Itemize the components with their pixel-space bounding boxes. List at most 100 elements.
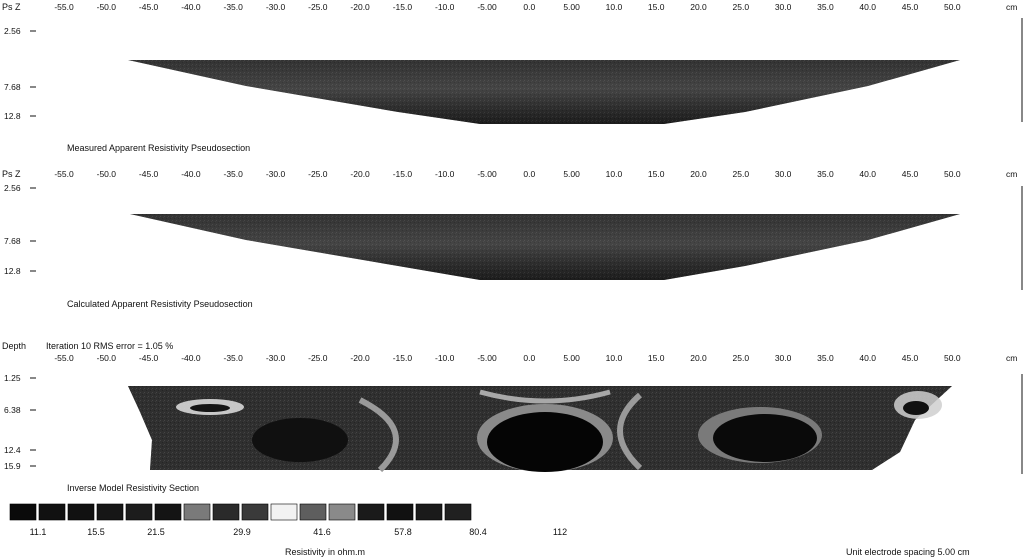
y-tick-label: 7.68 — [4, 82, 21, 92]
x-tick-label: -45.0 — [139, 353, 159, 363]
legend-swatch — [299, 503, 327, 521]
legend-swatch — [9, 503, 37, 521]
legend-swatch — [125, 503, 153, 521]
x-tick-label: -55.0 — [54, 2, 74, 12]
x-tick-label: -10.0 — [435, 2, 455, 12]
x-tick-label: 45.0 — [902, 169, 919, 179]
x-unit-label: cm — [1006, 2, 1017, 12]
measured-ylabel: Ps Z — [2, 2, 21, 12]
x-tick-label: -5.00 — [477, 353, 497, 363]
x-tick-label: 50.0 — [944, 169, 961, 179]
x-tick-label: -25.0 — [308, 2, 328, 12]
inverse-anomalies — [176, 389, 942, 473]
anomaly-left-core — [190, 404, 230, 412]
calculated-texture-overlay — [130, 214, 960, 280]
x-tick-label: -5.00 — [477, 2, 497, 12]
inverse-title: Inverse Model Resistivity Section — [67, 483, 199, 493]
x-tick-label: -30.0 — [266, 169, 286, 179]
legend-swatch — [357, 503, 385, 521]
calculated-panel: Ps Z -55.0 -50.0 -45.0 -40.0 -35.0 -30.0 -25.0… — [2, 169, 1023, 309]
legend-swatch — [38, 503, 66, 521]
x-tick-label: 50.0 — [944, 353, 961, 363]
x-tick-label: 15.0 — [648, 353, 665, 363]
x-tick-label: 40.0 — [859, 353, 876, 363]
calculated-ylabel: Ps Z — [2, 169, 21, 179]
x-tick-label: 45.0 — [902, 353, 919, 363]
inverse-ylabel: Depth — [2, 341, 26, 351]
anomaly-arc-right — [617, 392, 643, 471]
x-tick-label: 10.0 — [606, 169, 623, 179]
legend-swatch — [212, 503, 240, 521]
x-tick-label: 35.0 — [817, 2, 834, 12]
legend-value: 21.5 — [147, 527, 165, 537]
y-tick-label: 12.8 — [4, 111, 21, 121]
x-tick-label: -35.0 — [224, 353, 244, 363]
measured-title: Measured Apparent Resistivity Pseudosect… — [67, 143, 250, 153]
anomaly-right-core — [903, 401, 929, 415]
anomaly-mid-right-core — [713, 414, 817, 462]
x-tick-label: -20.0 — [350, 2, 370, 12]
legend-swatch — [154, 503, 182, 521]
x-tick-label: 10.0 — [606, 2, 623, 12]
x-tick-label: 0.0 — [523, 169, 535, 179]
anomaly-mid-left — [252, 418, 348, 462]
legend-value: 29.9 — [233, 527, 251, 537]
x-tick-label: -30.0 — [266, 2, 286, 12]
legend-value: 112 — [553, 527, 567, 537]
x-tick-label: 25.0 — [733, 169, 750, 179]
measured-y-ticks: 2.56 7.68 12.8 — [4, 26, 36, 121]
x-tick-label: -50.0 — [97, 169, 117, 179]
x-tick-label: -50.0 — [97, 2, 117, 12]
x-tick-label: -30.0 — [266, 353, 286, 363]
x-tick-label: 35.0 — [817, 169, 834, 179]
x-tick-label: 30.0 — [775, 2, 792, 12]
legend-caption: Resistivity in ohm.m — [285, 547, 365, 557]
x-tick-label: -35.0 — [224, 169, 244, 179]
legend-swatch — [415, 503, 443, 521]
legend-swatch — [96, 503, 124, 521]
y-tick-label: 2.56 — [4, 183, 21, 193]
legend-value: 80.4 — [469, 527, 487, 537]
x-tick-label: 0.0 — [523, 353, 535, 363]
x-tick-label: 5.00 — [563, 169, 580, 179]
legend-swatch — [328, 503, 356, 521]
x-tick-label: 20.0 — [690, 169, 707, 179]
legend-swatch — [386, 503, 414, 521]
legend-swatch — [67, 503, 95, 521]
x-tick-label: -45.0 — [139, 2, 159, 12]
legend-swatch — [183, 503, 211, 521]
x-tick-label: -35.0 — [224, 2, 244, 12]
y-tick-label: 12.4 — [4, 445, 21, 455]
x-tick-label: 5.00 — [563, 2, 580, 12]
x-tick-label: -15.0 — [393, 169, 413, 179]
measured-texture-overlay — [128, 60, 960, 124]
anomaly-top-band — [479, 389, 611, 404]
x-tick-label: 20.0 — [690, 2, 707, 12]
y-tick-label: 2.56 — [4, 26, 21, 36]
x-tick-label: -5.00 — [477, 169, 497, 179]
x-tick-label: -10.0 — [435, 169, 455, 179]
x-tick-label: -15.0 — [393, 353, 413, 363]
calculated-y-ticks: 2.56 7.68 12.8 — [4, 183, 36, 276]
x-tick-label: 40.0 — [859, 2, 876, 12]
x-unit-label: cm — [1006, 353, 1017, 363]
x-tick-label: -55.0 — [54, 169, 74, 179]
x-tick-label: -25.0 — [308, 169, 328, 179]
inverse-x-ticks: -55.0 -50.0 -45.0 -40.0 -35.0 -30.0 -25.0 -20.0… — [54, 353, 1017, 363]
y-tick-label: 15.9 — [4, 461, 21, 471]
x-tick-label: -40.0 — [181, 353, 201, 363]
inverse-y-ticks: 1.25 6.38 12.4 15.9 — [4, 373, 36, 471]
y-tick-label: 1.25 — [4, 373, 21, 383]
x-tick-label: -10.0 — [435, 353, 455, 363]
legend-value: 11.1 — [30, 527, 47, 537]
x-tick-label: -25.0 — [308, 353, 328, 363]
anomaly-center-core — [487, 412, 603, 472]
x-tick-label: 45.0 — [902, 2, 919, 12]
x-tick-label: -15.0 — [393, 2, 413, 12]
x-tick-label: -45.0 — [139, 169, 159, 179]
x-tick-label: -40.0 — [181, 2, 201, 12]
y-tick-label: 6.38 — [4, 405, 21, 415]
legend-value: 41.6 — [313, 527, 331, 537]
x-tick-label: 30.0 — [775, 353, 792, 363]
legend-swatch — [444, 503, 472, 521]
